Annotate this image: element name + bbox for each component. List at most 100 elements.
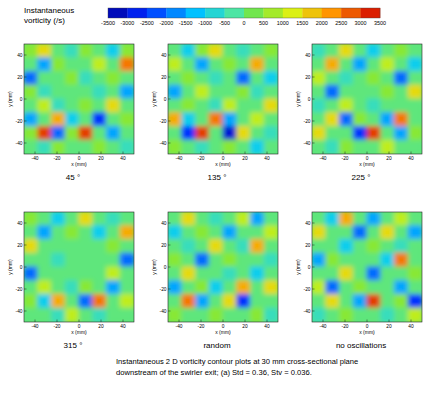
x-tick-label: 20 (386, 156, 392, 161)
cell (408, 112, 422, 127)
y-tick (168, 223, 171, 224)
cell (92, 308, 107, 322)
cell (24, 212, 38, 226)
x-axis-label: x (mm) (215, 329, 231, 335)
cell (92, 212, 107, 226)
x-tick (245, 320, 246, 323)
x-tick-label: -40 (320, 156, 327, 161)
cell (264, 280, 278, 295)
y-tick (24, 311, 27, 312)
x-tick (179, 320, 180, 323)
plot-frame (312, 212, 422, 322)
cell (312, 294, 326, 309)
cell (325, 140, 340, 154)
colorbar-band (263, 8, 283, 18)
y-tick (312, 245, 315, 246)
cell (250, 212, 265, 226)
x-tick-label: 40 (408, 156, 414, 161)
y-axis-label: y (mm) (295, 91, 301, 107)
cell (325, 212, 340, 226)
colorbar-band (283, 8, 303, 18)
colorbar-tick-label: -3500 (101, 20, 115, 26)
cell (250, 267, 265, 282)
cell (79, 280, 94, 295)
cell (312, 57, 326, 72)
cell (168, 280, 182, 295)
cell (181, 140, 196, 154)
cell (65, 212, 80, 226)
cell (209, 140, 224, 154)
cell (195, 212, 210, 226)
cell (120, 44, 134, 58)
cell (250, 112, 265, 127)
cell (168, 126, 182, 141)
cell (325, 44, 340, 58)
cell (223, 294, 238, 309)
y-tick (312, 55, 315, 56)
colorbar-band (205, 8, 225, 18)
y-tick-label: 0 (20, 265, 23, 270)
cell (408, 212, 422, 226)
cell (209, 294, 224, 309)
cell (65, 126, 80, 141)
y-tick-label: 40 (161, 221, 167, 226)
y-tick-label: 40 (17, 221, 23, 226)
cell (65, 57, 80, 72)
cell (325, 99, 340, 114)
cell (92, 112, 107, 127)
y-tick (168, 99, 171, 100)
panel: -40-2002040-40-2002040x (mm)y (mm)random (151, 212, 279, 351)
plot-frame (168, 212, 278, 322)
y-tick-label: -40 (160, 309, 167, 314)
cell (37, 267, 52, 282)
cell (236, 99, 251, 114)
cell (394, 212, 409, 226)
cell (92, 239, 107, 254)
cell (92, 225, 107, 240)
cell (195, 280, 210, 295)
cell (312, 280, 326, 295)
cell (209, 267, 224, 282)
cell (168, 294, 182, 309)
cell (168, 239, 182, 254)
cell (408, 253, 422, 268)
cell (37, 112, 52, 127)
panel: -40-2002040-40-2002040x (mm)y (mm)315 ° (7, 212, 135, 351)
panel-label: random (203, 341, 230, 350)
y-tick-label: 40 (305, 53, 311, 58)
plot-background (168, 44, 278, 154)
cell (367, 294, 382, 309)
cell (380, 280, 395, 295)
x-axis-label: x (mm) (359, 329, 375, 335)
x-tick (411, 320, 412, 323)
cell (236, 267, 251, 282)
y-tick (24, 99, 27, 100)
cell (24, 44, 38, 58)
cell (181, 99, 196, 114)
cell (339, 212, 354, 226)
cell (209, 280, 224, 295)
cell (51, 212, 66, 226)
cell (168, 140, 182, 154)
plot-area (168, 212, 278, 322)
cell (236, 212, 251, 226)
cell (250, 308, 265, 322)
y-tick-label: -20 (16, 287, 23, 292)
cell (408, 126, 422, 141)
x-tick-label: 40 (120, 156, 126, 161)
cell (223, 225, 238, 240)
cell (236, 71, 251, 86)
cell (168, 253, 182, 268)
plot-area (24, 44, 134, 154)
x-tick (179, 152, 180, 155)
cell (312, 99, 326, 114)
cell (353, 267, 368, 282)
cell (181, 85, 196, 100)
panel-label: 225 ° (352, 173, 371, 182)
cell (353, 99, 368, 114)
x-tick-label: -40 (32, 324, 39, 329)
cell (380, 57, 395, 72)
cell (106, 308, 121, 322)
cell (408, 239, 422, 254)
cell (339, 267, 354, 282)
